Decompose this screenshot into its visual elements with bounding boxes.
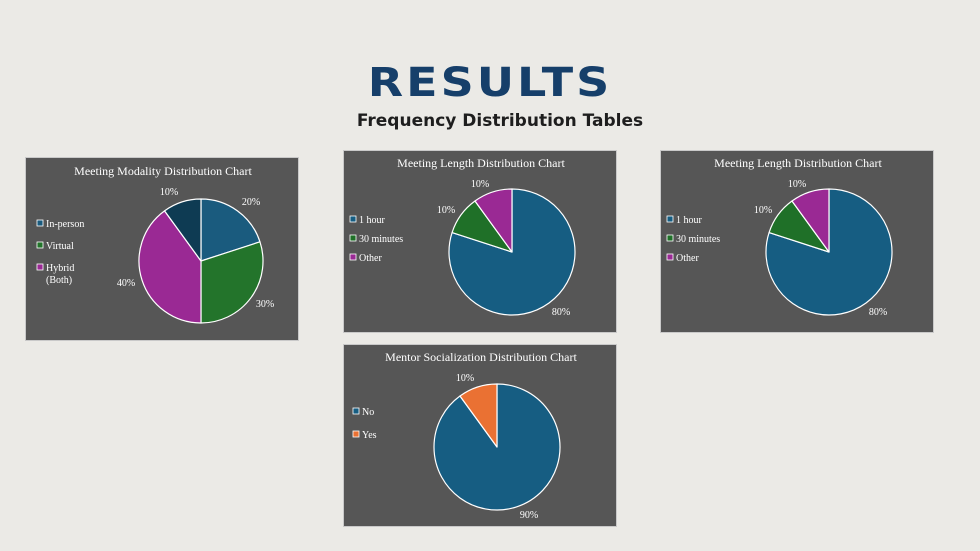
pie-slice-yes <box>459 383 498 448</box>
legend-entry: 30 minutes <box>676 234 720 245</box>
legend-swatch <box>666 234 674 242</box>
legend-entry: Yes <box>362 430 377 441</box>
legend-swatch <box>349 215 357 223</box>
chart-title: Meeting Modality Distribution Chart <box>74 164 252 178</box>
data-label: 10% <box>160 187 178 198</box>
legend-entry: 1 hour <box>676 215 703 226</box>
pie-slice-in-person <box>200 198 261 262</box>
legend-entry: Other <box>359 253 382 264</box>
legend-entry: 1 hour <box>359 215 386 226</box>
pie-chart-svg: Meeting Modality Distribution Chart 20% 30… <box>36 164 274 324</box>
legend-entry: No <box>362 407 374 418</box>
pie-slice-item <box>163 198 202 262</box>
legend-swatch <box>349 253 357 261</box>
data-label: 10% <box>437 205 455 216</box>
pie-slice-other <box>474 188 513 253</box>
page-title: RESULTS <box>367 58 613 106</box>
legend-swatch <box>36 219 44 227</box>
legend-entry: In-person <box>46 219 84 230</box>
data-label: 10% <box>471 179 489 190</box>
chart-title: Meeting Length Distribution Chart <box>714 156 882 170</box>
legend-entry: 30 minutes <box>359 234 403 245</box>
chart-panel-mentor-socialization: Mentor Socialization Distribution Chart 9… <box>343 344 617 527</box>
data-label: 40% <box>117 278 135 289</box>
legend-entry: (Both) <box>46 275 72 286</box>
data-label: 10% <box>788 179 806 190</box>
legend-entry: Other <box>676 253 699 264</box>
chart-panel-meeting-length-2: Meeting Length Distribution Chart 80% 10% 1… <box>660 150 934 333</box>
legend-swatch <box>36 241 44 249</box>
chart-panel-meeting-modality: Meeting Modality Distribution Chart 20% 30… <box>25 157 299 341</box>
data-label: 80% <box>552 307 570 318</box>
data-label: 10% <box>754 205 772 216</box>
legend-swatch <box>352 407 360 415</box>
chart-panel-meeting-length: Meeting Length Distribution Chart 80% 10% 1… <box>343 150 617 333</box>
pie-chart-svg: Mentor Socialization Distribution Chart 9… <box>352 350 577 521</box>
legend-swatch <box>352 430 360 438</box>
legend-swatch <box>349 234 357 242</box>
data-label: 30% <box>256 299 274 310</box>
pie-slice-hybrid-both- <box>138 210 202 324</box>
data-label: 20% <box>242 197 260 208</box>
legend-entry: Hybrid <box>46 263 74 274</box>
chart-title: Meeting Length Distribution Chart <box>397 156 565 170</box>
data-label: 80% <box>869 307 887 318</box>
page-subtitle: Frequency Distribution Tables <box>356 111 644 131</box>
legend-swatch <box>36 263 44 271</box>
pie-chart-svg: Meeting Length Distribution Chart 80% 10% 1… <box>349 156 576 318</box>
legend-swatch <box>666 253 674 261</box>
legend-swatch <box>666 215 674 223</box>
data-label: 90% <box>520 510 538 521</box>
pie-slice-virtual <box>200 241 264 324</box>
legend-entry: Virtual <box>46 241 74 252</box>
pie-slice-other <box>791 188 830 253</box>
data-label: 10% <box>456 373 474 384</box>
chart-title: Mentor Socialization Distribution Chart <box>385 350 577 364</box>
pie-chart-svg: Meeting Length Distribution Chart 80% 10% 1… <box>666 156 893 318</box>
